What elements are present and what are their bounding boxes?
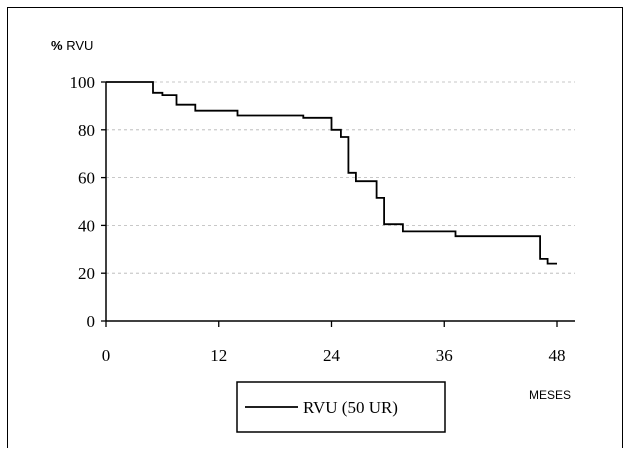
x-tick-label-12: 12 [210, 346, 227, 365]
y-axis-label: % RVU [51, 38, 93, 53]
legend-label-rvu: RVU (50 UR) [303, 398, 398, 417]
y-tick-label-60: 60 [78, 169, 95, 188]
chart-frame [7, 7, 623, 448]
x-tick-label-0: 0 [102, 346, 111, 365]
y-tick-labels: 0 20 40 60 80 100 [70, 73, 96, 331]
series-line-0 [106, 81, 557, 265]
x-tick-label-48: 48 [549, 346, 566, 365]
y-tick-label-0: 0 [87, 312, 96, 331]
y-axis-label-text: RVU [66, 38, 93, 53]
legend: RVU (50 UR) [236, 381, 446, 433]
gridlines [106, 81, 575, 274]
x-tick-labels: 0 12 24 36 48 [102, 346, 566, 365]
x-tick-label-24: 24 [323, 346, 341, 365]
y-tick-label-20: 20 [78, 264, 95, 283]
legend-box [236, 381, 446, 433]
y-tick-label-40: 40 [78, 216, 95, 235]
y-tick-label-80: 80 [78, 121, 95, 140]
x-tick-label-36: 36 [436, 346, 453, 365]
axes [101, 81, 575, 327]
series-lines [106, 81, 557, 265]
y-axis-label-symbol: % [51, 38, 63, 53]
y-tick-label-100: 100 [70, 73, 96, 92]
x-axis-label: MESES [529, 388, 571, 402]
